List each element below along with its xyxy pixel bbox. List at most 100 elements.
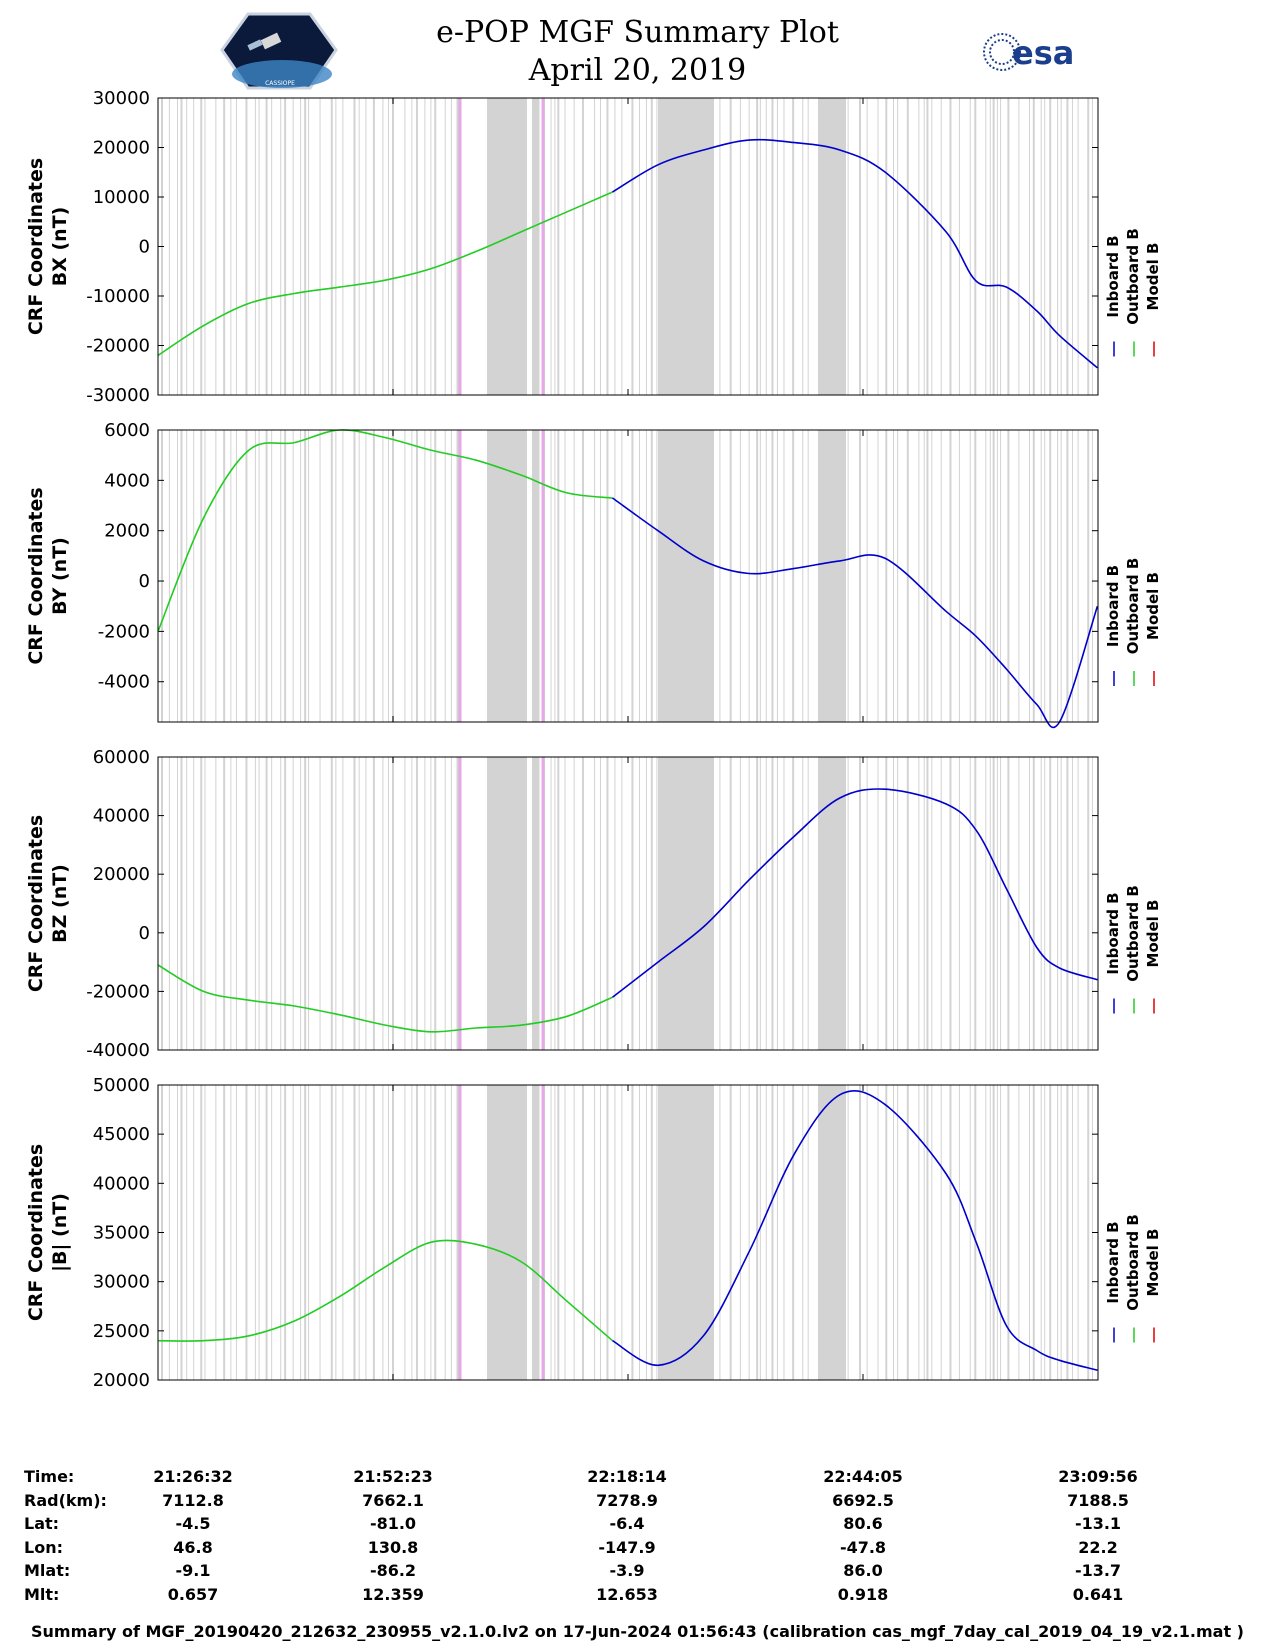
legend-label: Outboard B: [1124, 1214, 1142, 1311]
ephemeris-table: Time: 21:26:32 21:52:23 22:18:14 22:44:05 23:…: [0, 1466, 1275, 1616]
legend-label: Inboard B: [1104, 1221, 1122, 1303]
y-tick-label: 25000: [93, 1321, 150, 1342]
chart-panel-2: -4000 -2000 0 2000 4000 6000 CRF Coordinates BY…: [25, 420, 1162, 729]
ephemeris-value: 130.8: [367, 1537, 419, 1557]
ephemeris-row-label: Time:: [24, 1467, 75, 1486]
y-tick-label: -10000: [86, 286, 150, 307]
series-line-outboard-b: [157, 1239, 614, 1342]
ephemeris-value: 7278.9: [596, 1490, 658, 1510]
y-tick-label: 40000: [93, 1173, 150, 1194]
legend-label: Model B: [1144, 900, 1162, 968]
y-tick-label: -2000: [98, 621, 150, 642]
y-tick-label: 0: [139, 923, 150, 944]
ephemeris-value: 7662.1: [362, 1490, 424, 1510]
gap-band: [487, 430, 527, 722]
y-tick-label: -20000: [86, 336, 150, 357]
gap-band: [532, 98, 539, 395]
y-tick-label: 2000: [104, 521, 150, 542]
gap-band: [658, 1085, 714, 1380]
y-axis-label-line1: CRF Coordinates: [25, 1144, 47, 1321]
plot-frame: [157, 97, 1099, 396]
ephemeris-row: Lat: -4.5 -81.0 -6.4 80.6 -13.1: [0, 1513, 1275, 1535]
series-line-inboard-b: [612, 138, 1098, 369]
series-line-inboard-b: [612, 1090, 1098, 1371]
legend-label: Inboard B: [1104, 565, 1122, 647]
gap-band: [818, 757, 846, 1050]
ephemeris-value: -81.0: [369, 1514, 417, 1533]
y-tick-label: -40000: [86, 1040, 150, 1061]
ephemeris-value: 23:09:56: [1058, 1467, 1138, 1486]
plot-area: [158, 1085, 1098, 1380]
legend-label: Inboard B: [1104, 235, 1122, 317]
gap-band: [818, 430, 846, 722]
esa-logo: esa: [983, 33, 1074, 72]
gap-band: [818, 1085, 846, 1380]
legend-label: Outboard B: [1124, 885, 1142, 982]
ephemeris-value: -13.7: [1074, 1561, 1122, 1580]
y-tick-label: -4000: [98, 672, 150, 693]
y-axis-label-line2: BX (nT): [49, 207, 71, 287]
ephemeris-row: Mlt: 0.657 12.359 12.653 0.918 0.641: [0, 1584, 1275, 1606]
ephemeris-value: 12.359: [362, 1584, 424, 1604]
ephemeris-value: 0.918: [837, 1584, 889, 1604]
y-axis-label-line2: BZ (nT): [49, 864, 71, 943]
ephemeris-value: 86.0: [843, 1561, 883, 1580]
ephemeris-value: -147.9: [598, 1537, 656, 1557]
ephemeris-value: 12.653: [596, 1584, 658, 1604]
gap-band: [532, 1085, 539, 1380]
y-tick-label: 4000: [104, 470, 150, 491]
gap-band: [487, 98, 527, 395]
y-tick-label: 6000: [104, 420, 150, 441]
ephemeris-value: -6.4: [609, 1514, 645, 1533]
ephemeris-row: Rad(km): 7112.8 7662.1 7278.9 6692.5 7188.5: [0, 1490, 1275, 1512]
legend-label: Outboard B: [1124, 558, 1142, 655]
y-tick-label: 20000: [93, 1370, 150, 1391]
series-line-outboard-b: [157, 964, 613, 1033]
gap-band: [658, 757, 714, 1050]
ephemeris-value: 22:18:14: [587, 1467, 667, 1486]
ephemeris-row: Mlat: -9.1 -86.2 -3.9 86.0 -13.7: [0, 1560, 1275, 1582]
gap-band: [818, 98, 846, 395]
ephemeris-value: 7188.5: [1067, 1490, 1129, 1510]
y-tick-label: 35000: [93, 1223, 150, 1244]
plot-frame: [157, 756, 1099, 1051]
ephemeris-value: 22.2: [1078, 1537, 1118, 1557]
footer-summary: Summary of MGF_20190420_212632_230955_v2…: [31, 1622, 1244, 1641]
ephemeris-row: Time: 21:26:32 21:52:23 22:18:14 22:44:05 23:…: [0, 1466, 1275, 1488]
ephemeris-value: 6692.5: [832, 1490, 894, 1510]
y-axis-label-line1: CRF Coordinates: [25, 815, 47, 992]
ephemeris-value: 80.6: [843, 1514, 883, 1533]
legend-label: Model B: [1144, 572, 1162, 640]
plot-area: [158, 430, 1098, 722]
esa-logo-text: esa: [1012, 34, 1074, 72]
ephemeris-row: Lon: 46.8 130.8 -147.9 -47.8 22.2: [0, 1537, 1275, 1559]
y-tick-label: 50000: [93, 1075, 150, 1096]
y-tick-label: 20000: [93, 864, 150, 885]
gap-band: [532, 757, 539, 1050]
ephemeris-value: -86.2: [369, 1561, 417, 1580]
gap-band: [658, 98, 714, 395]
y-tick-label: 30000: [93, 1272, 150, 1293]
cassiope-logo-text: CASSIOPE: [265, 80, 295, 87]
plot-frame: [157, 1084, 1099, 1381]
gap-band: [487, 757, 527, 1050]
page-title: e-POP MGF Summary Plot April 20, 2019: [0, 14, 1275, 90]
ephemeris-row-label: Lon:: [24, 1537, 63, 1557]
legend-label: Model B: [1144, 1229, 1162, 1297]
chart-panel-1: -30000 -20000 -10000 0 10000 20000 30000 CRF Co…: [25, 88, 1162, 406]
gap-band: [487, 1085, 527, 1380]
ephemeris-value: -9.1: [175, 1561, 211, 1580]
chart-panel-3: -40000 -20000 0 20000 40000 60000 CRF Coordina…: [25, 747, 1162, 1061]
y-tick-label: 45000: [93, 1124, 150, 1145]
legend-label: Inboard B: [1104, 892, 1122, 974]
y-tick-label: 0: [139, 571, 150, 592]
gap-band: [658, 430, 714, 722]
y-tick-label: 60000: [93, 747, 150, 768]
y-axis-label-line1: CRF Coordinates: [25, 158, 47, 335]
cassiope-logo: CASSIOPE: [220, 12, 338, 90]
series-line-outboard-b: [157, 191, 613, 357]
ephemeris-value: 21:52:23: [353, 1467, 433, 1486]
ephemeris-row-label: Rad(km):: [24, 1490, 107, 1510]
y-tick-label: 40000: [93, 806, 150, 827]
